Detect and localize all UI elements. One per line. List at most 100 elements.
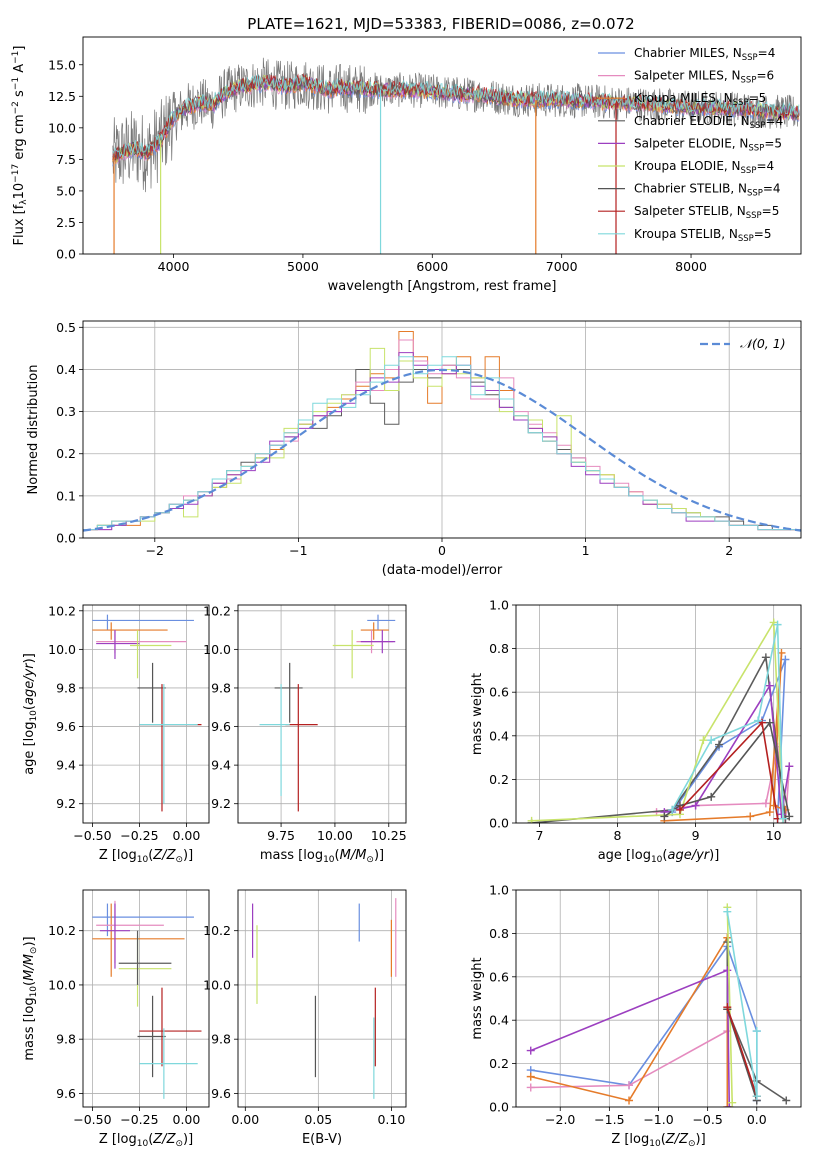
panel-age-vs-mass: 9.75 10.00 10.25 9.2 9.4 9.6 9.8 10.0 10.2 mass [… — [203, 603, 407, 865]
y-tick-label: 0.6 — [489, 969, 509, 984]
y-tick-label: 2.5 — [56, 215, 76, 230]
axes-frame — [82, 320, 802, 539]
x-tick-label: −0.25 — [120, 1112, 158, 1127]
label-part: )] — [183, 848, 193, 863]
y-tick-label: 9.6 — [56, 1086, 76, 1101]
label-part: ( — [22, 981, 37, 986]
label-part: Z [log — [611, 1132, 649, 1147]
x-tick-label: −1.0 — [643, 1112, 673, 1127]
legend-suffix: =5 — [762, 204, 780, 218]
legend-suffix: =5 — [754, 227, 772, 241]
label-part: ⊙ — [175, 855, 183, 865]
y-tick-label: 0.0 — [56, 531, 76, 546]
y-tick-label: 10.0 — [48, 977, 76, 992]
legend-text: Chabrier MILES, N — [634, 46, 742, 60]
weight-marker — [725, 1103, 734, 1107]
label-part: ( — [662, 848, 667, 863]
weight-marker — [761, 653, 770, 662]
legend-entry: Kroupa MILES, NSSP=5 — [634, 91, 766, 108]
legend-sub: SSP — [748, 143, 764, 153]
label-part: 10 — [649, 1139, 661, 1149]
y-tick-label: 9.8 — [211, 1032, 231, 1047]
y-tick-label: 9.8 — [211, 680, 231, 695]
weight-marker — [723, 938, 732, 947]
weight-marker — [765, 808, 774, 817]
y-tick-label: 0.4 — [489, 728, 509, 743]
x-tick-label: −2.0 — [545, 1112, 575, 1127]
weight-marker — [675, 805, 684, 814]
label-part: )] — [22, 653, 37, 663]
y-tick-label: 9.2 — [56, 796, 76, 811]
weight-marker — [782, 1096, 791, 1105]
weight-marker — [785, 812, 794, 821]
plot-area — [83, 605, 209, 823]
legend-sub: SSP — [747, 189, 763, 199]
plot-area — [516, 605, 801, 823]
x-tick-label: 8 — [614, 828, 622, 843]
x-tick-label: −2 — [146, 543, 164, 558]
label-part: age/yr — [667, 848, 710, 863]
panel-weight-vs-Z: −2.0 −1.5 −1.0 −0.5 0.0 0.0 0.2 0.4 0.6 0.8 1.0 Z [… — [470, 883, 802, 1149]
legend-suffix: =4 — [763, 182, 781, 196]
x-tick-label: 0.00 — [231, 1112, 259, 1127]
label-part: M/M — [22, 954, 37, 981]
weight-marker — [527, 816, 536, 823]
weight-marker — [526, 1046, 535, 1055]
y-tick-label: 12.5 — [48, 89, 76, 104]
label-part: (data-model)/error — [382, 563, 503, 578]
label-part: Z/Z — [152, 848, 176, 863]
x-tick-label: 9 — [692, 828, 700, 843]
weight-marker — [765, 718, 774, 727]
legend-text: Kroupa MILES, N — [634, 91, 733, 105]
label-part: mass [log — [22, 997, 37, 1060]
x-tick-label: −0.25 — [120, 828, 158, 843]
weight-marker — [707, 792, 716, 801]
label-part: ( — [335, 848, 340, 863]
weight-marker — [691, 801, 700, 810]
label-part: ⊙ — [175, 1139, 183, 1149]
weight-marker — [707, 736, 716, 745]
weight-marker — [723, 907, 732, 916]
x-tick-label: 4000 — [158, 259, 190, 274]
legend-suffix: =4 — [756, 159, 774, 173]
label-part: ( — [148, 848, 153, 863]
axes-frame — [237, 889, 407, 1108]
y-tick-label: 10.0 — [203, 642, 231, 657]
weight-marker — [723, 1103, 732, 1107]
x-axis-label: age [log10(age/yr)] — [598, 848, 720, 865]
x-tick-label: 10.00 — [317, 828, 353, 843]
label-part: erg cm — [12, 114, 27, 163]
label-part: Flux [f — [12, 204, 27, 245]
label-part: ( — [148, 1132, 153, 1147]
weight-marker — [785, 762, 794, 771]
y-tick-label: 0.1 — [56, 488, 76, 503]
label-part: age [log — [598, 848, 651, 863]
y-tick-label: 10.2 — [203, 923, 231, 938]
y-tick-label: 10.0 — [203, 977, 231, 992]
weight-marker — [526, 1083, 535, 1092]
panel-mass-vs-ebv: 0.00 0.05 0.10 9.6 9.8 10.0 10.2 E(B-V) — [203, 889, 407, 1147]
label-part: )] — [374, 848, 384, 863]
weight-marker — [526, 1072, 535, 1081]
legend-entry: Salpeter ELODIE, NSSP=5 — [634, 136, 782, 153]
label-part: )] — [709, 848, 719, 863]
label-part: )] — [696, 1132, 706, 1147]
legend-sub: SSP — [741, 76, 757, 86]
label-part: )] — [183, 1132, 193, 1147]
weight-marker — [625, 1096, 634, 1105]
y-tick-label: 10.2 — [48, 923, 76, 938]
legend-text: Salpeter ELODIE, N — [634, 136, 748, 150]
label-part: s — [12, 90, 27, 101]
weight-marker — [746, 812, 755, 821]
label-part: 10 — [323, 855, 335, 865]
y-axis-label: mass weight — [470, 957, 485, 1039]
label-part: Normed distribution — [26, 365, 41, 495]
legend-sub: SSP — [742, 53, 758, 63]
label-part: mass [log — [260, 848, 323, 863]
x-axis-label: wavelength [Angstrom, rest frame] — [328, 279, 557, 294]
axes-frame — [82, 604, 210, 824]
weight-marker — [723, 966, 732, 975]
y-tick-label: 9.6 — [211, 1086, 231, 1101]
legend-entry: Salpeter MILES, NSSP=6 — [634, 69, 774, 86]
